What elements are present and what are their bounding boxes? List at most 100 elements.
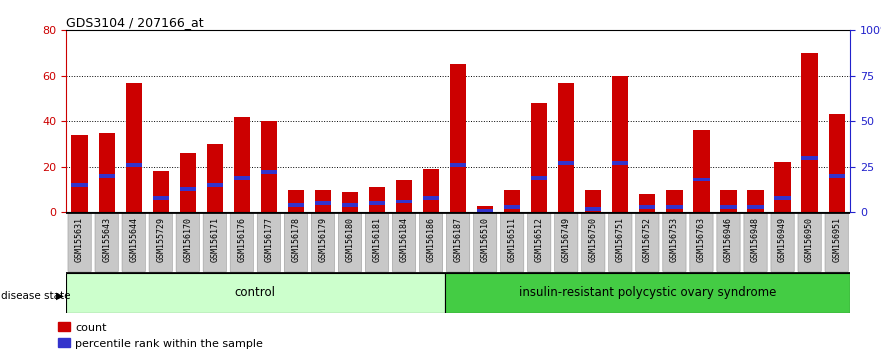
Text: GSM156170: GSM156170 (183, 217, 192, 262)
FancyBboxPatch shape (581, 213, 605, 272)
Bar (559, 161, 574, 165)
Bar (559, 82, 574, 212)
Legend: count, percentile rank within the sample: count, percentile rank within the sample (58, 322, 263, 349)
Bar (721, 205, 737, 209)
Bar (747, 190, 764, 212)
Bar (126, 82, 142, 212)
Text: GSM156178: GSM156178 (292, 217, 300, 262)
Text: GSM156949: GSM156949 (778, 217, 787, 262)
Bar (288, 203, 304, 207)
Bar (126, 163, 142, 167)
Bar (396, 200, 412, 203)
Bar (504, 190, 521, 212)
Bar (828, 174, 845, 178)
FancyBboxPatch shape (744, 213, 767, 272)
Bar (477, 206, 493, 212)
Bar (774, 196, 790, 200)
FancyBboxPatch shape (717, 213, 740, 272)
Text: GSM156510: GSM156510 (481, 217, 490, 262)
Text: GSM156512: GSM156512 (535, 217, 544, 262)
FancyBboxPatch shape (66, 273, 445, 313)
Bar (721, 190, 737, 212)
Text: GSM156763: GSM156763 (697, 217, 706, 262)
FancyBboxPatch shape (204, 213, 226, 272)
Text: GSM156171: GSM156171 (211, 217, 219, 262)
Bar (315, 201, 331, 205)
Text: GSM155643: GSM155643 (102, 217, 111, 262)
FancyBboxPatch shape (311, 213, 335, 272)
Bar (396, 181, 412, 212)
FancyBboxPatch shape (609, 213, 632, 272)
Bar (612, 161, 628, 165)
Bar (612, 76, 628, 212)
Bar (666, 190, 683, 212)
FancyBboxPatch shape (257, 213, 280, 272)
Bar (180, 153, 196, 212)
Text: GSM156186: GSM156186 (426, 217, 435, 262)
Bar (666, 205, 683, 209)
Bar (504, 205, 521, 209)
FancyBboxPatch shape (176, 213, 199, 272)
Bar (71, 135, 88, 212)
Bar (207, 183, 223, 187)
Bar (640, 194, 655, 212)
FancyBboxPatch shape (636, 213, 659, 272)
Bar (747, 205, 764, 209)
FancyBboxPatch shape (122, 213, 145, 272)
Bar (828, 114, 845, 212)
Text: insulin-resistant polycystic ovary syndrome: insulin-resistant polycystic ovary syndr… (519, 286, 776, 299)
FancyBboxPatch shape (825, 213, 848, 272)
Text: GSM156752: GSM156752 (643, 217, 652, 262)
Text: ▶: ▶ (56, 291, 63, 301)
Bar (802, 53, 818, 212)
FancyBboxPatch shape (419, 213, 443, 272)
Bar (640, 205, 655, 209)
Bar (802, 156, 818, 160)
Bar (288, 190, 304, 212)
Text: GSM156179: GSM156179 (318, 217, 328, 262)
Bar (369, 187, 385, 212)
FancyBboxPatch shape (447, 213, 470, 272)
Text: disease state: disease state (1, 291, 70, 301)
Text: GSM156176: GSM156176 (237, 217, 247, 262)
Text: GSM156187: GSM156187 (454, 217, 463, 262)
Bar (531, 176, 547, 179)
Bar (450, 64, 466, 212)
Text: GSM156751: GSM156751 (616, 217, 625, 262)
Bar (99, 133, 115, 212)
FancyBboxPatch shape (555, 213, 578, 272)
FancyBboxPatch shape (473, 213, 497, 272)
Bar (152, 171, 169, 212)
Text: GSM156753: GSM156753 (670, 217, 679, 262)
Bar (261, 171, 277, 174)
Text: GSM155729: GSM155729 (156, 217, 166, 262)
Text: GSM156948: GSM156948 (751, 217, 760, 262)
Bar (693, 130, 709, 212)
FancyBboxPatch shape (663, 213, 686, 272)
Bar (585, 190, 602, 212)
Text: GSM156511: GSM156511 (507, 217, 516, 262)
Bar (423, 169, 440, 212)
Bar (180, 187, 196, 190)
Bar (585, 207, 602, 211)
Text: GDS3104 / 207166_at: GDS3104 / 207166_at (66, 16, 204, 29)
FancyBboxPatch shape (68, 213, 92, 272)
Bar (369, 201, 385, 205)
FancyBboxPatch shape (798, 213, 821, 272)
Bar (423, 196, 440, 200)
FancyBboxPatch shape (149, 213, 173, 272)
Bar (261, 121, 277, 212)
Bar (531, 103, 547, 212)
Text: GSM155644: GSM155644 (130, 217, 138, 262)
Text: GSM156181: GSM156181 (373, 217, 381, 262)
Bar (342, 203, 358, 207)
FancyBboxPatch shape (500, 213, 524, 272)
Bar (342, 192, 358, 212)
Text: GSM156750: GSM156750 (589, 217, 598, 262)
Text: GSM156950: GSM156950 (805, 217, 814, 262)
FancyBboxPatch shape (230, 213, 254, 272)
FancyBboxPatch shape (392, 213, 416, 272)
Bar (71, 183, 88, 187)
FancyBboxPatch shape (528, 213, 551, 272)
Text: control: control (235, 286, 276, 299)
